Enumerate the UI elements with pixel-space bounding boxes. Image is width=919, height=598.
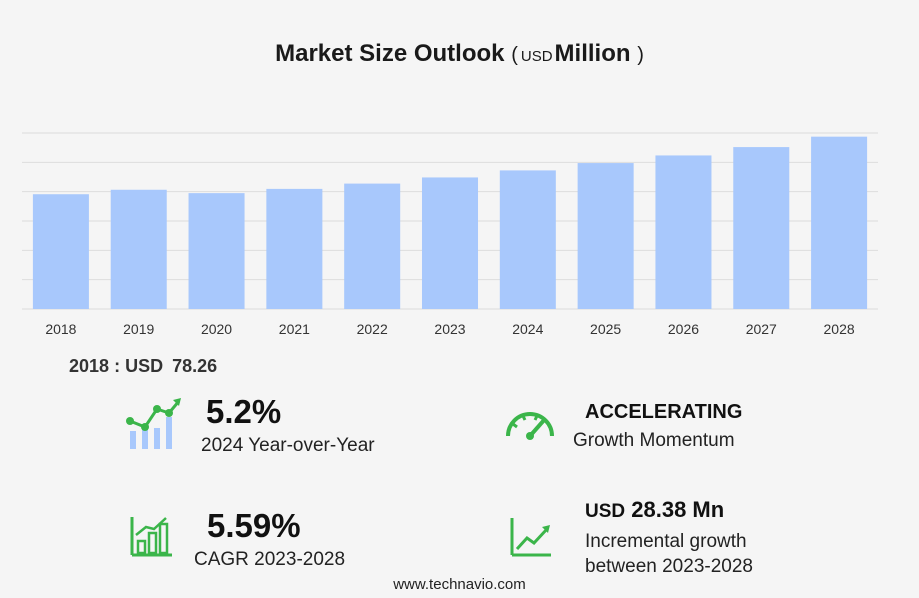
footer-url: www.technavio.com: [393, 576, 526, 593]
chart-title: Market Size Outlook (USDMillion ): [0, 40, 919, 68]
bar-2022: [344, 183, 401, 309]
cagr-label: CAGR 2023-2028: [194, 549, 346, 570]
x-tick-2022: 2022: [357, 321, 388, 337]
bar-2023: [421, 177, 479, 309]
bar-2018: [32, 194, 89, 309]
incremental-amount: 28.38 Mn: [631, 497, 725, 522]
speedometer-icon: [506, 412, 554, 440]
incremental-currency: USD: [585, 501, 626, 522]
bar-2026: [655, 155, 712, 309]
title-paren-close: ): [637, 44, 644, 66]
x-tick-2027: 2027: [746, 321, 777, 337]
bar-2021: [266, 188, 323, 309]
x-tick-2026: 2026: [668, 321, 699, 337]
yoy-label: 2024 Year-over-Year: [201, 435, 375, 456]
bar-chart-icon: [130, 517, 172, 557]
x-tick-2021: 2021: [279, 321, 310, 337]
bar-2025: [577, 163, 634, 309]
x-tick-2024: 2024: [512, 321, 543, 337]
bar-2020: [188, 193, 245, 309]
cagr-value: 5.59%: [207, 507, 301, 544]
x-tick-2025: 2025: [590, 321, 621, 337]
x-tick-2018: 2018: [45, 321, 76, 337]
x-tick-2020: 2020: [201, 321, 232, 337]
baseline-value: 2018 : USD 78.26: [69, 356, 217, 377]
title-paren-open: (: [511, 44, 518, 66]
bar-2019: [110, 189, 167, 309]
chart-title-main: Market Size Outlook: [275, 40, 505, 67]
incremental-value: USD 28.38 Mn: [585, 497, 724, 523]
baseline-currency: USD: [125, 356, 164, 376]
yoy-value: 5.2%: [206, 393, 282, 430]
baseline-sep: :: [114, 356, 121, 376]
bar-2024: [499, 170, 556, 309]
bar-2027: [733, 147, 790, 309]
title-unit: USD: [520, 48, 553, 65]
baseline-year: 2018: [69, 356, 110, 376]
bar-2028: [811, 136, 868, 309]
trend-line-icon: [510, 518, 551, 557]
x-tick-2028: 2028: [824, 321, 855, 337]
baseline-amount: 78.26: [172, 356, 218, 376]
incremental-label-line2: between 2023-2028: [585, 556, 753, 577]
x-tick-2019: 2019: [123, 321, 154, 337]
x-tick-2023: 2023: [434, 321, 465, 337]
bar-chart: 2018 2019 2020 2021 2022 2023 2024 2025 2026 2027…: [22, 132, 878, 337]
title-magnitude: Million: [554, 40, 631, 67]
incremental-label-line1: Incremental growth: [585, 531, 747, 552]
growth-bars-icon: [126, 398, 181, 449]
momentum-label: Growth Momentum: [573, 430, 735, 451]
momentum-value: ACCELERATING: [585, 401, 743, 423]
